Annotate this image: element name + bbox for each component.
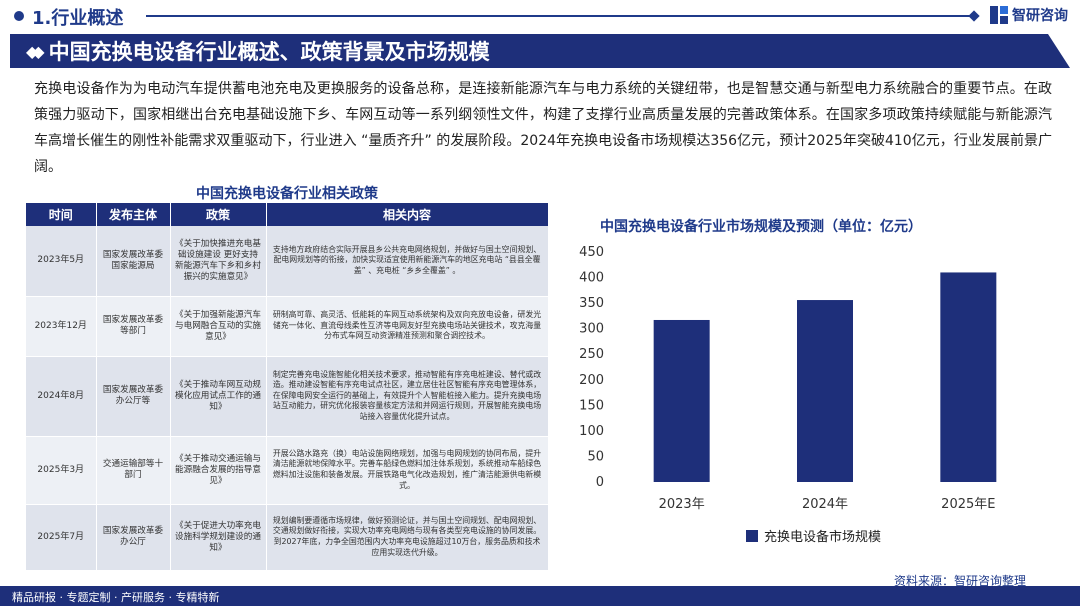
cell-time: 2024年8月 [26,356,97,437]
section-title: 1.行业概述 [32,8,124,29]
section-header: 1.行业概述 智研咨询 [0,0,1080,32]
cell-time: 2025年3月 [26,436,97,505]
y-tick-label: 50 [587,449,604,464]
chart-title: 中国充换电设备行业市场规模及预测（单位：亿元） [600,219,922,235]
legend-swatch [746,529,758,542]
y-tick-label: 100 [579,424,604,439]
cell-time: 2023年5月 [26,226,97,297]
cell-policy: 《关于加快推进充电基础设施建设 更好支持新能源汽车下乡和乡村振兴的实施意见》 [170,226,267,297]
table-row: 2025年3月 交通运输部等十部门 《关于推动交通运输与能源融合发展的指导意见》… [26,436,549,505]
y-tick-label: 300 [579,322,604,337]
y-tick-label: 400 [579,271,604,286]
cell-issuer: 交通运输部等十部门 [96,436,171,505]
x-tick-label: 2025年E [941,497,995,512]
cell-content: 开展公路水路充（换）电站设施网络规划，加强与电网规划的协同布局，提升清洁能源就地… [266,436,549,505]
logo-icon [990,6,1008,24]
chart-legend: 充换电设备市场规模 [746,526,881,545]
cell-issuer: 国家发展改革委 国家能源局 [96,226,171,297]
table-title: 中国充换电设备行业相关政策 [196,186,378,202]
footer-bar: 精品研报 · 专题定制 · 产研服务 · 专精特新 [0,586,1080,606]
x-tick-label: 2024年 [802,497,848,512]
market-size-chart: 0 50 100 150 200 250 300 350 400 450 2023年 2024年 202… [579,245,997,512]
section-divider [146,15,970,17]
diamond-icon [968,10,980,22]
header-policy: 政策 [170,203,267,226]
x-tick-label: 2023年 [659,497,705,512]
cell-content: 制定完善充电设施智能化相关技术要求，推动智能有序充电桩建设、替代或改造。推动建设… [266,356,549,437]
cell-content: 研制高可靠、高灵活、低能耗的车网互动系统架构及双向充放电设备，研发光储充一体化、… [266,296,549,357]
cell-time: 2023年12月 [26,296,97,357]
cell-issuer: 国家发展改革委办公厅等 [96,356,171,437]
page-title: 中国充换电设备行业概述、政策背景及市场规模 [48,40,490,64]
double-chevron-icon: ◆◆ [26,41,44,61]
header-content: 相关内容 [266,203,549,226]
cell-time: 2025年7月 [26,504,97,571]
table-header-row: 时间 发布主体 政策 相关内容 [26,203,549,226]
footer-text: 精品研报 · 专题定制 · 产研服务 · 专精特新 [12,591,220,604]
headline-banner: ◆◆ 中国充换电设备行业概述、政策背景及市场规模 [10,34,1070,68]
y-tick-label: 350 [579,296,604,311]
cell-policy: 《关于推动交通运输与能源融合发展的指导意见》 [170,436,267,505]
table-row: 2024年8月 国家发展改革委办公厅等 《关于推动车网互动规模化应用试点工作的通… [26,356,549,437]
cell-policy: 《关于促进大功率充电设施科学规划建设的通知》 [170,504,267,571]
legend-label: 充换电设备市场规模 [764,530,882,545]
cell-issuer: 国家发展改革委等部门 [96,296,171,357]
cell-content: 规划编制要遵循市场规律，做好预测论证，并与国土空间规划、配电网规划、交通规划做好… [266,504,549,571]
bar [797,300,853,482]
table-row: 2023年12月 国家发展改革委等部门 《关于加强新能源汽车与电网融合互动的实施… [26,296,549,357]
y-tick-label: 150 [579,398,604,413]
y-tick-label: 450 [579,245,604,260]
cell-issuer: 国家发展改革委办公厅 [96,504,171,571]
cell-policy: 《关于推动车网互动规模化应用试点工作的通知》 [170,356,267,437]
header-issuer: 发布主体 [96,203,171,226]
brand-logo: 智研咨询 [990,5,1068,25]
table-row: 2025年7月 国家发展改革委办公厅 《关于促进大功率充电设施科学规划建设的通知… [26,504,549,571]
cell-content: 支持地方政府结合实际开展县乡公共充电网络规划，并做好与国土空间规划、配电网规划等… [266,226,549,297]
cell-policy: 《关于加强新能源汽车与电网融合互动的实施意见》 [170,296,267,357]
table-row: 2023年5月 国家发展改革委 国家能源局 《关于加快推进充电基础设施建设 更好… [26,226,549,297]
section-bullet-icon [14,11,24,21]
y-tick-label: 0 [596,475,604,490]
y-tick-label: 250 [579,347,604,362]
logo-text: 智研咨询 [1012,8,1068,24]
policy-table: 时间 发布主体 政策 相关内容 2023年5月 国家发展改革委 国家能源局 《关… [26,203,549,571]
bar [940,272,997,482]
y-tick-label: 200 [579,373,604,388]
header-time: 时间 [26,203,97,226]
intro-paragraph: 充换电设备作为为电动汽车提供蓄电池充电及更换服务的设备总称，是连接新能源汽车与电… [34,81,1052,175]
bar [653,319,710,482]
source-note: 资料来源：智研咨询整理 [894,574,1027,588]
